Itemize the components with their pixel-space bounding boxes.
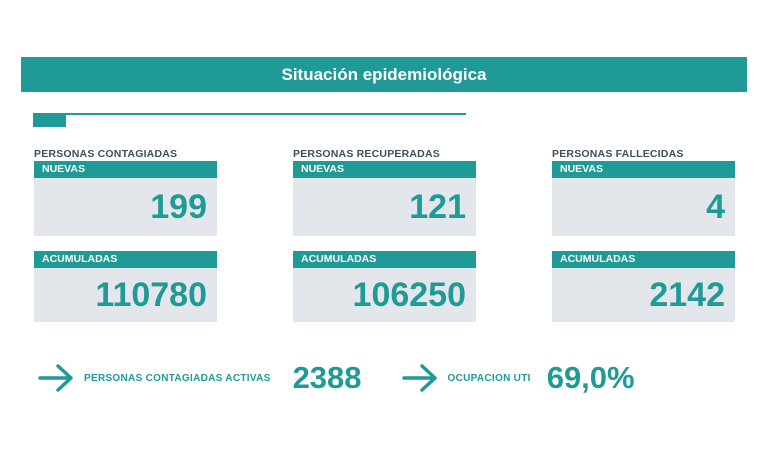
accent-block [33,113,66,127]
column-label: PERSONAS CONTAGIADAS [34,148,178,160]
card-value: 121 [293,178,476,236]
uti-occupancy-label: OCUPACION UTI [447,372,531,384]
card-header: ACUMULADAS [34,251,217,268]
arrow-right-icon [38,364,73,392]
card-value: 106250 [293,268,476,322]
column-recuperadas: PERSONAS RECUPERADAS NUEVAS 121 ACUMULAD… [293,147,476,322]
uti-occupancy-value: 69,0% [546,360,635,395]
card-acc-fallecidas: ACUMULADAS 2142 [552,251,735,322]
card-acc-recuperadas: ACUMULADAS 106250 [293,251,476,322]
active-cases-label: PERSONAS CONTAGIADAS ACTIVAS [84,372,271,384]
card-value: 110780 [34,268,217,322]
card-header: ACUMULADAS [552,251,735,268]
card-value: 4 [552,178,735,236]
card-header: ACUMULADAS [293,251,476,268]
column-label: PERSONAS FALLECIDAS [552,148,684,160]
column-fallecidas: PERSONAS FALLECIDAS NUEVAS 4 ACUMULADAS … [552,147,735,322]
column-contagiadas: PERSONAS CONTAGIADAS NUEVAS 199 ACUMULAD… [34,147,217,322]
card-header: NUEVAS [552,161,735,178]
active-cases-value: 2388 [292,360,362,395]
card-acc-contagiadas: ACUMULADAS 110780 [34,251,217,322]
card-value: 199 [34,178,217,236]
column-label: PERSONAS RECUPERADAS [293,148,440,160]
summary-row: PERSONAS CONTAGIADAS ACTIVAS 2388 OCUPAC… [38,360,635,396]
arrow-right-icon [401,364,437,392]
divider [66,113,466,115]
card-new-recuperadas: NUEVAS 121 [293,161,476,236]
card-header: NUEVAS [34,161,217,178]
card-new-contagiadas: NUEVAS 199 [34,161,217,236]
card-header: NUEVAS [293,161,476,178]
card-new-fallecidas: NUEVAS 4 [552,161,735,236]
card-value: 2142 [552,268,735,322]
page-title: Situación epidemiológica [21,57,747,92]
